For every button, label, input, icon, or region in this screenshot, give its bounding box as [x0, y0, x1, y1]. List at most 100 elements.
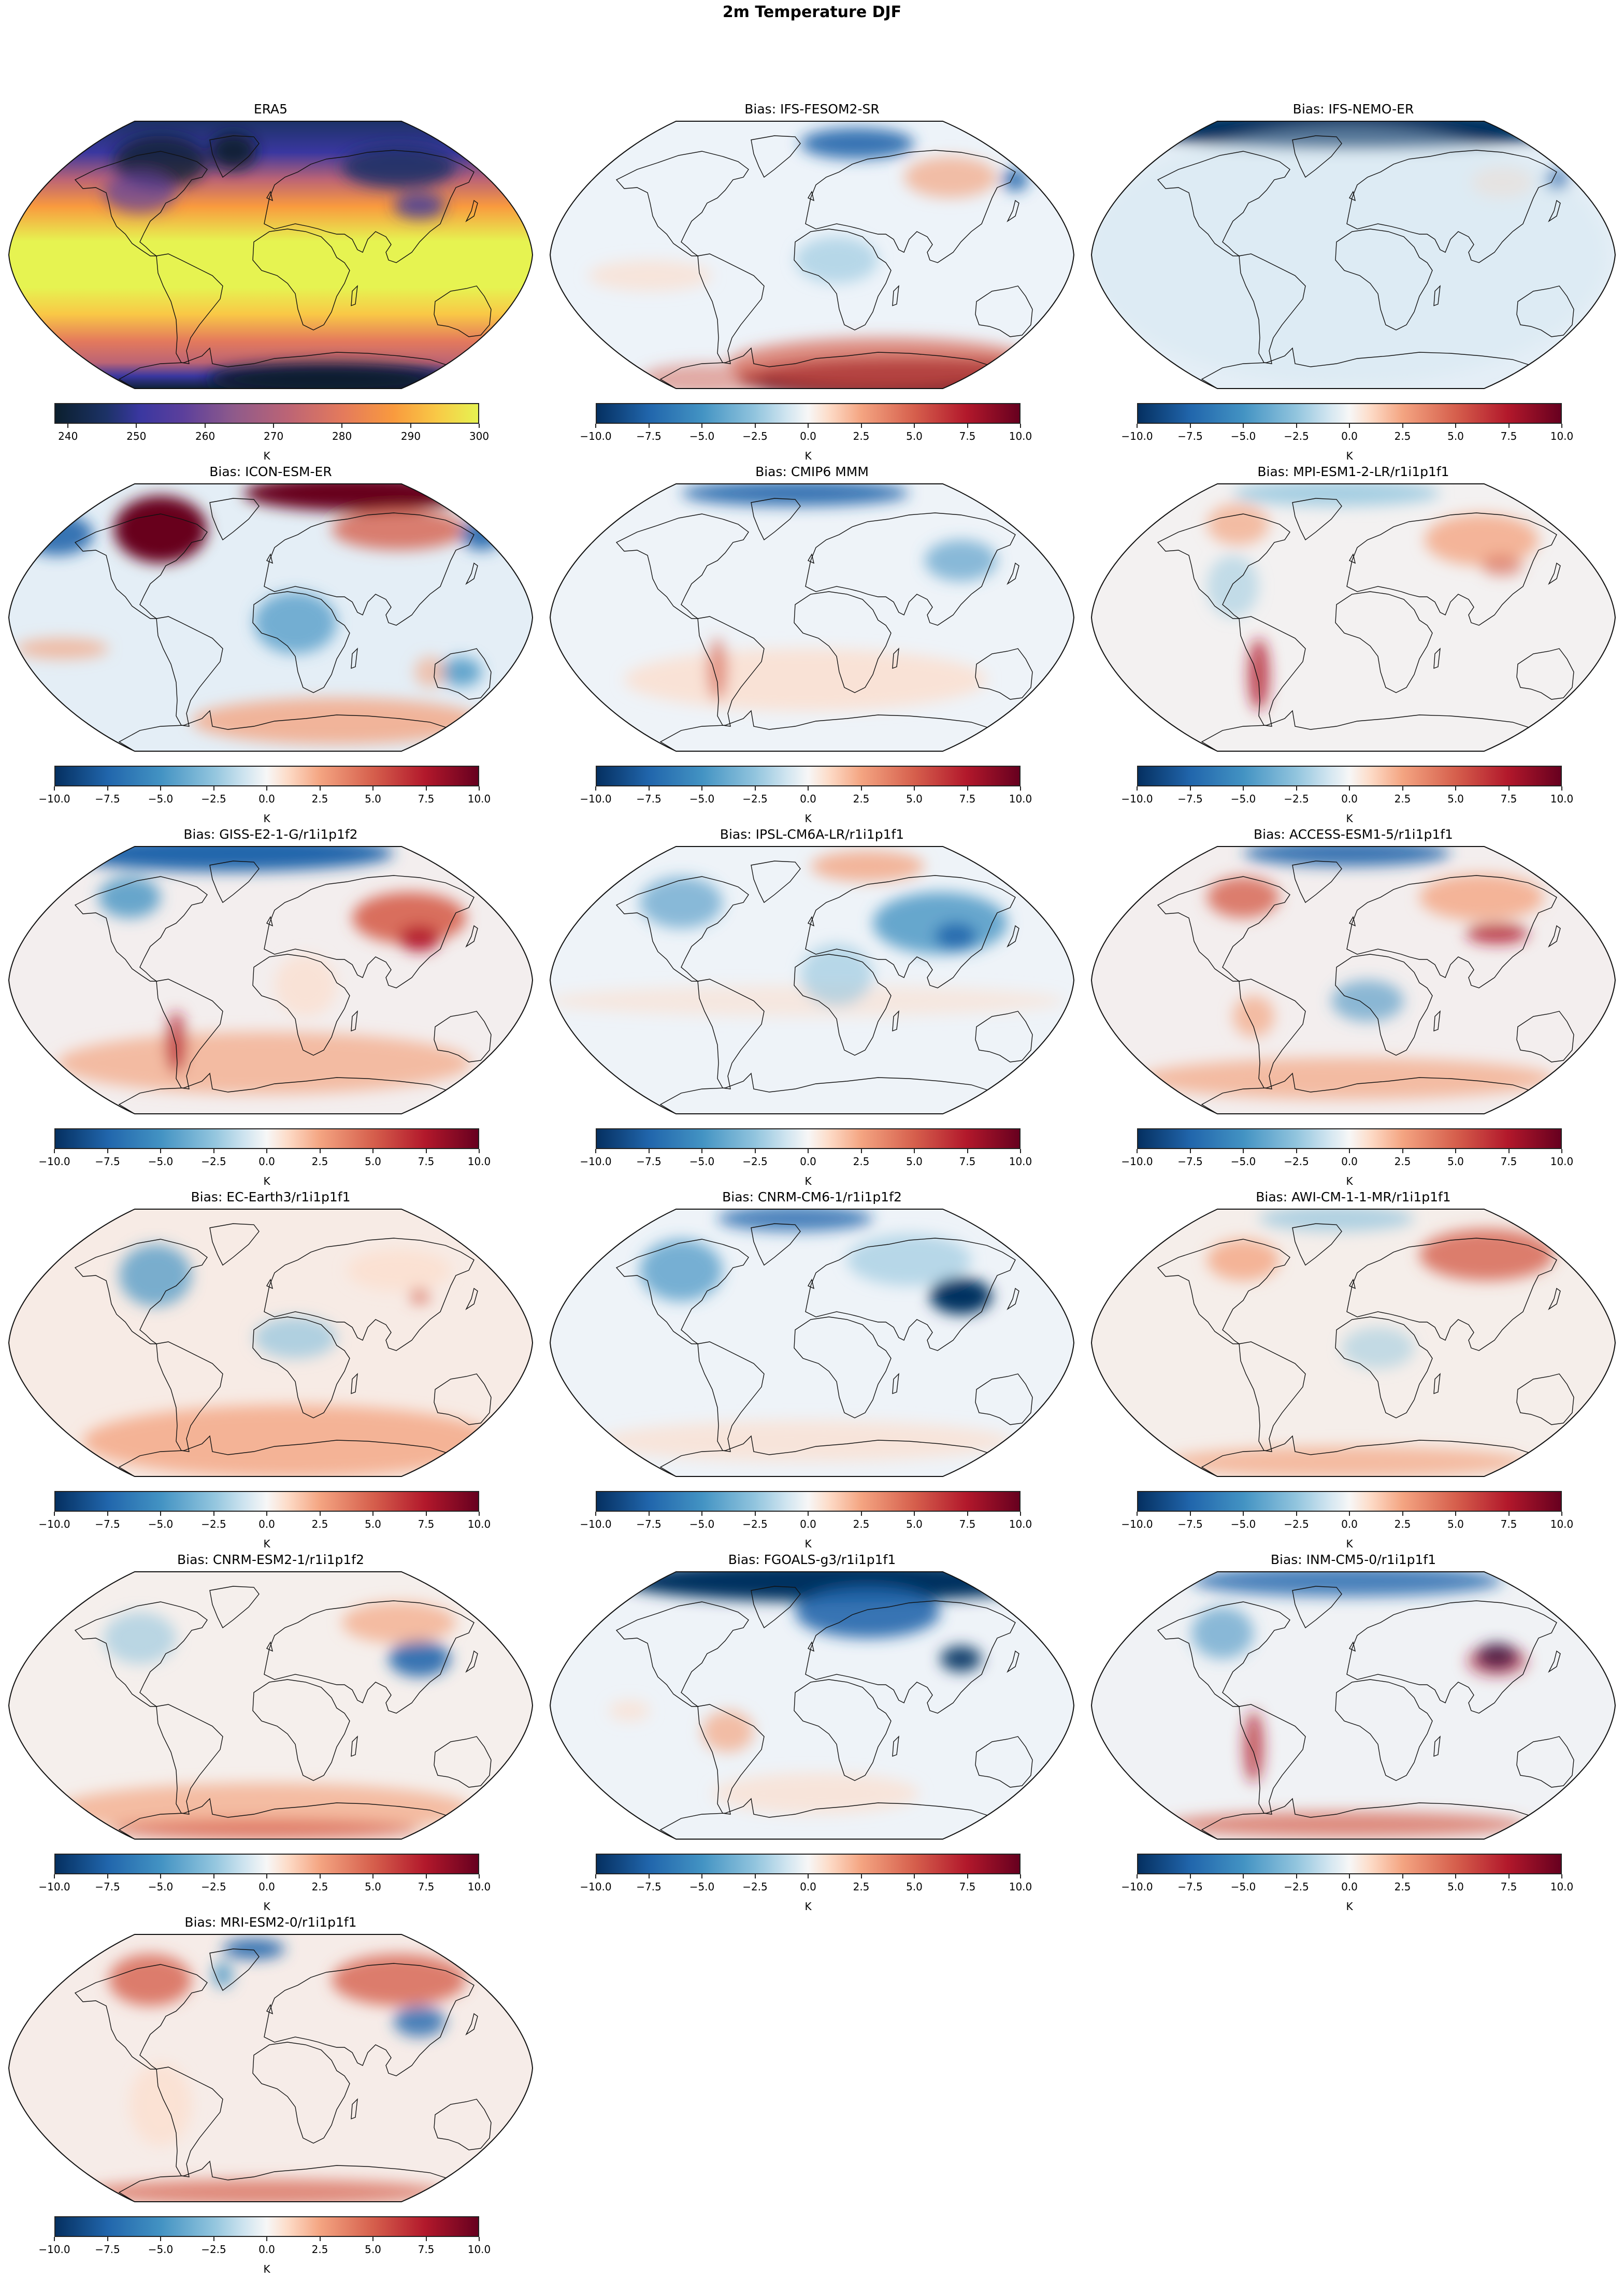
coastline-australia [975, 1011, 1033, 1063]
world-map [1088, 1571, 1619, 1840]
coastline-uk [808, 916, 815, 927]
tick-mark [425, 786, 427, 791]
tick-label: −5.0 [689, 430, 715, 442]
tick-label: −2.5 [742, 793, 768, 805]
tick-mark [266, 786, 267, 791]
coastline-australia [975, 1373, 1033, 1425]
coastline-namerica [74, 1601, 208, 1707]
coastline-samerica [156, 616, 223, 727]
coastline-africa [794, 1316, 892, 1418]
tick-label: 10.0 [1550, 430, 1574, 442]
tick-label: 290 [400, 430, 421, 442]
tick-label: 5.0 [365, 1518, 381, 1530]
tick-label: 10.0 [1009, 430, 1032, 442]
coastline-greenland [751, 1223, 801, 1266]
coastline-samerica [697, 616, 765, 727]
coastline-samerica [697, 253, 765, 364]
coastline-namerica [615, 1601, 749, 1707]
tick-mark [319, 786, 321, 791]
tick-label: 7.5 [959, 430, 976, 442]
tick-label: 2.5 [311, 1518, 328, 1530]
tick-label: 7.5 [418, 2243, 435, 2256]
coastline-japan [1007, 1650, 1019, 1673]
coastline-africa [252, 2042, 350, 2144]
coastline-australia [1516, 285, 1574, 337]
tick-mark [648, 1512, 650, 1516]
tick-mark [54, 786, 55, 791]
tick-mark [967, 1874, 968, 1878]
coastline-uk [266, 2004, 274, 2015]
tick-mark [808, 1149, 809, 1153]
tick-label: −7.5 [1177, 430, 1203, 442]
colorbar [54, 1128, 479, 1149]
world-map [5, 120, 536, 390]
map-panel: Bias: FGOALS-g3/r1i1p1f1 −10.0 −7.5 −5.0 −2.… [541, 1552, 1083, 1915]
tick-label: 5.0 [1447, 430, 1464, 442]
coastline-uk [808, 191, 815, 202]
coastline-madagascar [1433, 285, 1441, 307]
colorbar-unit-label: K [263, 450, 270, 462]
coastline-nz [1036, 1777, 1052, 1800]
tick-mark [213, 1149, 214, 1153]
tick-mark [1137, 1512, 1138, 1516]
coastline-madagascar [351, 285, 358, 307]
coastline-greenland [1292, 135, 1342, 178]
tick-label: −7.5 [95, 1881, 120, 1893]
tick-mark [1189, 1874, 1191, 1878]
tick-label: 7.5 [1500, 793, 1517, 805]
tick-mark [479, 1512, 480, 1516]
coastline-japan [1007, 1287, 1019, 1311]
tick-mark [701, 786, 702, 791]
tick-label: 7.5 [1500, 1518, 1517, 1530]
tick-mark [54, 1149, 55, 1153]
coastline-uk [266, 553, 274, 564]
coastline-australia [975, 285, 1033, 337]
coastline-eurasia [264, 150, 475, 263]
tick-label: −10.0 [580, 1881, 612, 1893]
tick-label: −10.0 [38, 2243, 70, 2256]
coastline-madagascar [351, 1735, 358, 1757]
tick-mark [1243, 1874, 1244, 1878]
coastline-eurasia [1346, 512, 1557, 626]
tick-label: −5.0 [689, 1881, 715, 1893]
tick-mark [107, 1149, 108, 1153]
tick-label: 7.5 [418, 793, 435, 805]
tick-label: 10.0 [1550, 1881, 1574, 1893]
coastline-madagascar [351, 1373, 358, 1395]
colorbar-unit-label: K [263, 1538, 270, 1550]
colorbar-ticks: −10.0 −7.5 −5.0 −2.5 0.0 2.5 5.0 7.5 10.0 [580, 1874, 1032, 1895]
coastline-uk [808, 553, 815, 564]
coastline-namerica [1157, 513, 1290, 619]
tick-mark [1508, 1512, 1510, 1516]
coastline-samerica [697, 979, 765, 1089]
tick-mark [1137, 1149, 1138, 1153]
tick-label: −2.5 [1284, 793, 1309, 805]
coastline-namerica [74, 1964, 208, 2070]
map-panel: Bias: EC-Earth3/r1i1p1f1 −10.0 −7.5 −5.0 −2.… [0, 1189, 541, 1552]
tick-label: −5.0 [148, 2243, 174, 2256]
coastline-japan [1548, 1287, 1561, 1311]
colorbar-ticks: −10.0 −7.5 −5.0 −2.5 0.0 2.5 5.0 7.5 10.0 [38, 1149, 491, 1170]
coastline-madagascar [1433, 648, 1441, 669]
coastline-madagascar [351, 1010, 358, 1032]
tick-mark [372, 1874, 373, 1878]
coastline-japan [1548, 199, 1561, 223]
tick-mark [479, 2237, 480, 2241]
colorbar-unit-label: K [263, 1175, 270, 1187]
tick-label: 2.5 [1394, 1155, 1411, 1168]
coastline-australia [1516, 1736, 1574, 1788]
tick-mark [808, 424, 809, 428]
tick-label: 10.0 [1009, 1518, 1032, 1530]
tick-label: 5.0 [1447, 1518, 1464, 1530]
tick-label: −5.0 [148, 1881, 174, 1893]
tick-label: −2.5 [742, 1518, 768, 1530]
tick-mark [701, 424, 702, 428]
tick-label: −5.0 [1230, 1518, 1256, 1530]
tick-label: −10.0 [580, 793, 612, 805]
coastline-uk [808, 1641, 815, 1652]
tick-label: −10.0 [1121, 430, 1153, 442]
coastline-namerica [1157, 1601, 1290, 1707]
tick-label: −7.5 [636, 1881, 662, 1893]
tick-mark [860, 1512, 862, 1516]
coastline-africa [794, 591, 892, 693]
